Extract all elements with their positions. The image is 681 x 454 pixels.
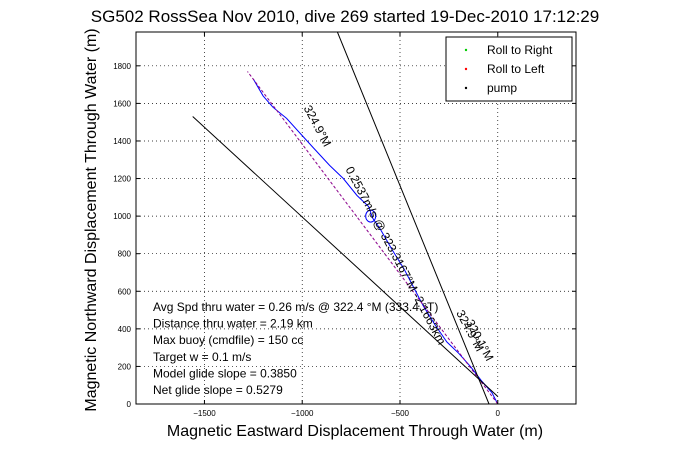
y-tick-label: 0 (127, 400, 132, 409)
y-tick-label: 1200 (113, 175, 131, 184)
x-tick-label: −1500 (193, 409, 216, 418)
legend-label: pump (487, 81, 517, 95)
y-tick-label: 800 (118, 250, 132, 259)
y-tick-label: 400 (118, 325, 132, 334)
y-tick-label: 200 (118, 362, 132, 371)
y-tick-label: 1600 (113, 99, 131, 108)
legend-marker (464, 86, 468, 90)
info-text-box: Avg Spd thru water = 0.26 m/s @ 322.4 °M… (153, 300, 438, 397)
y-tick-label: 1400 (113, 137, 131, 146)
info-line: Net glide slope = 0.5279 (153, 383, 283, 397)
y-axis-label: Magnetic Northward Displacement Through … (83, 28, 100, 411)
series-line-2 (336, 32, 490, 404)
legend-marker (464, 48, 468, 52)
x-tick-label: 0 (496, 409, 501, 418)
y-tick-label: 1000 (113, 212, 131, 221)
plot-area (192, 32, 499, 404)
trajectory-loop (365, 209, 377, 223)
info-line: Distance thru water = 2.19 km (153, 317, 313, 331)
series-line-1 (247, 71, 499, 404)
y-tick-label: 1800 (113, 62, 131, 71)
legend-label: Roll to Left (487, 62, 545, 76)
x-tick-label: −1000 (291, 409, 314, 418)
x-axis-label: Magnetic Eastward Displacement Through W… (167, 423, 543, 440)
legend-label: Roll to Right (487, 43, 553, 57)
x-tick-label: −500 (391, 409, 410, 418)
axes-frame (135, 31, 577, 405)
series-line-3 (192, 116, 499, 397)
legend-marker (464, 67, 468, 71)
legend: Roll to Right Roll to Left pump (445, 36, 573, 102)
chart-title: SG502 RossSea Nov 2010, dive 269 started… (91, 7, 599, 26)
axis-ticks: −1500 −1000 −500 0 0 200 400 600 800 1000 1200 1400… (113, 31, 577, 418)
y-tick-label: 600 (118, 287, 132, 296)
series-line-0 (252, 78, 499, 404)
info-line: Max buoy (cmdfile) = 150 cc (153, 333, 303, 347)
info-line: Target w = 0.1 m/s (153, 350, 251, 364)
info-line: Model glide slope = 0.3850 (153, 366, 297, 380)
info-line: Avg Spd thru water = 0.26 m/s @ 322.4 °M… (153, 300, 438, 314)
